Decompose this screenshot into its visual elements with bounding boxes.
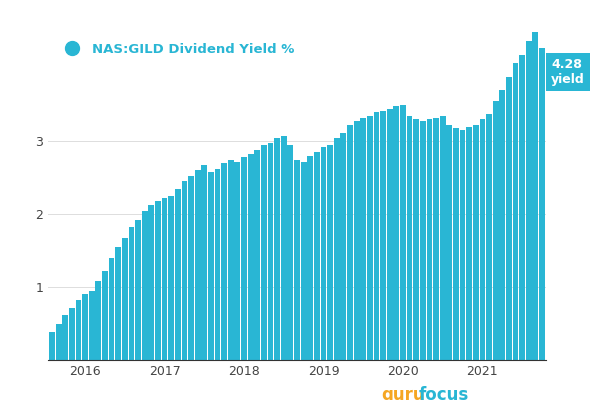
Bar <box>367 116 373 360</box>
Bar <box>301 162 307 360</box>
Bar <box>208 172 214 360</box>
Bar <box>340 132 346 360</box>
Bar <box>142 210 148 360</box>
Text: 4.28
yield: 4.28 yield <box>551 58 585 86</box>
Text: guru: guru <box>382 386 425 400</box>
Bar <box>314 152 320 360</box>
Bar <box>76 300 82 360</box>
Bar <box>453 128 459 360</box>
Bar <box>526 41 532 360</box>
Bar <box>268 143 274 360</box>
Bar <box>122 238 128 360</box>
Bar <box>473 125 479 360</box>
Bar <box>69 308 75 360</box>
Bar <box>394 106 399 360</box>
Bar <box>56 324 62 360</box>
Bar <box>413 120 419 360</box>
Bar <box>493 101 499 360</box>
Bar <box>294 160 300 360</box>
Bar <box>307 156 313 360</box>
Bar <box>175 189 181 360</box>
Bar <box>235 162 241 360</box>
Bar <box>188 176 194 360</box>
Bar <box>374 112 379 360</box>
Bar <box>248 154 254 360</box>
Bar <box>486 114 492 360</box>
Bar <box>361 118 366 360</box>
Bar <box>109 258 115 360</box>
Bar <box>215 169 220 360</box>
Bar <box>49 332 55 360</box>
Text: focus: focus <box>419 386 469 400</box>
Bar <box>519 55 525 360</box>
Bar <box>427 120 433 360</box>
Bar <box>274 138 280 360</box>
Bar <box>532 23 538 360</box>
Bar <box>161 198 167 360</box>
Bar <box>102 271 108 360</box>
Bar <box>287 145 293 360</box>
Bar <box>320 147 326 360</box>
Bar <box>460 130 466 360</box>
Bar <box>512 63 518 360</box>
Bar <box>499 90 505 360</box>
Bar <box>168 196 174 360</box>
Bar <box>148 206 154 360</box>
Bar <box>420 121 426 360</box>
Bar <box>387 108 392 360</box>
Bar <box>115 247 121 360</box>
Bar <box>182 182 187 360</box>
Bar <box>407 116 412 360</box>
Bar <box>380 111 386 360</box>
Bar <box>135 220 141 360</box>
Bar <box>539 48 545 360</box>
Bar <box>400 105 406 360</box>
Bar <box>228 160 233 360</box>
Bar <box>281 136 287 360</box>
Bar <box>440 116 446 360</box>
Bar <box>334 138 340 360</box>
Bar <box>353 121 359 360</box>
Bar <box>128 227 134 360</box>
Bar <box>506 77 512 360</box>
Bar <box>202 165 207 360</box>
Bar <box>241 157 247 360</box>
Bar <box>155 201 161 360</box>
Bar <box>446 125 452 360</box>
Bar <box>82 294 88 360</box>
Bar <box>62 315 68 360</box>
Bar <box>347 125 353 360</box>
Bar <box>327 145 333 360</box>
Bar <box>466 127 472 360</box>
Bar <box>433 118 439 360</box>
Bar <box>95 281 101 360</box>
Bar <box>195 170 200 360</box>
Bar <box>89 291 95 360</box>
Bar <box>479 120 485 360</box>
Bar <box>254 150 260 360</box>
Legend: NAS:GILD Dividend Yield %: NAS:GILD Dividend Yield % <box>55 38 298 60</box>
Bar <box>261 145 267 360</box>
Bar <box>221 163 227 360</box>
